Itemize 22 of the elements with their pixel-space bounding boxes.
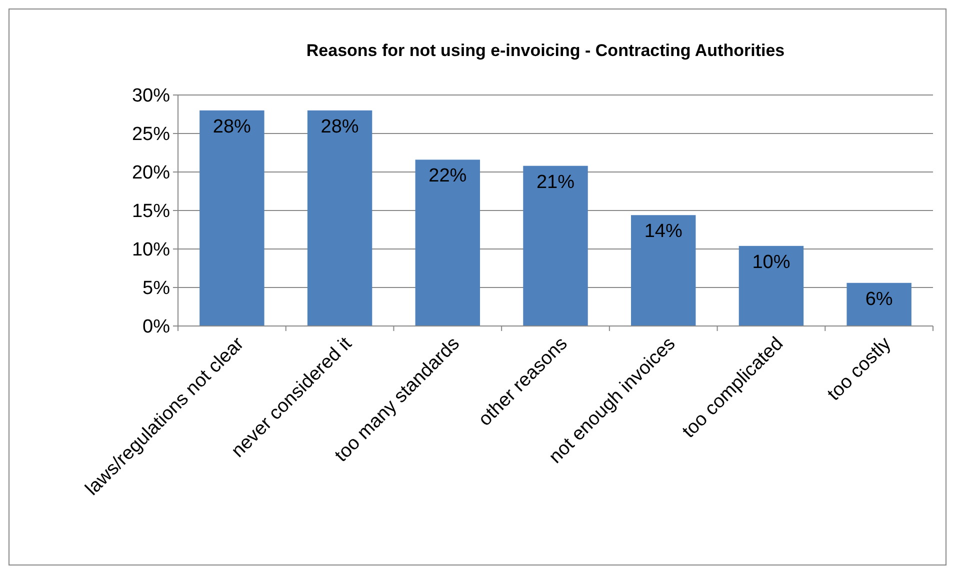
bar (415, 160, 480, 326)
bar (631, 215, 696, 326)
data-label: 28% (320, 116, 359, 138)
data-label: 22% (428, 166, 467, 187)
bar (738, 246, 804, 326)
bar (200, 110, 264, 326)
y-tick-label: 30% (132, 86, 170, 107)
y-tick-label: 15% (132, 201, 170, 222)
data-label: 10% (752, 252, 790, 273)
y-tick-label: 20% (132, 162, 170, 184)
data-label: 21% (536, 172, 575, 193)
y-tick-label: 0% (142, 316, 170, 338)
bar (307, 110, 372, 326)
y-tick-label: 5% (142, 278, 170, 300)
data-label: 28% (212, 116, 252, 138)
bar (523, 166, 588, 326)
y-tick-label: 10% (132, 240, 170, 261)
bar (846, 282, 912, 326)
data-label: 14% (644, 221, 682, 242)
y-tick-label: 25% (132, 124, 170, 146)
chart-title: Reasons for not using e-invoicing - Contracting Authorities (306, 41, 785, 60)
data-label: 6% (865, 288, 893, 310)
